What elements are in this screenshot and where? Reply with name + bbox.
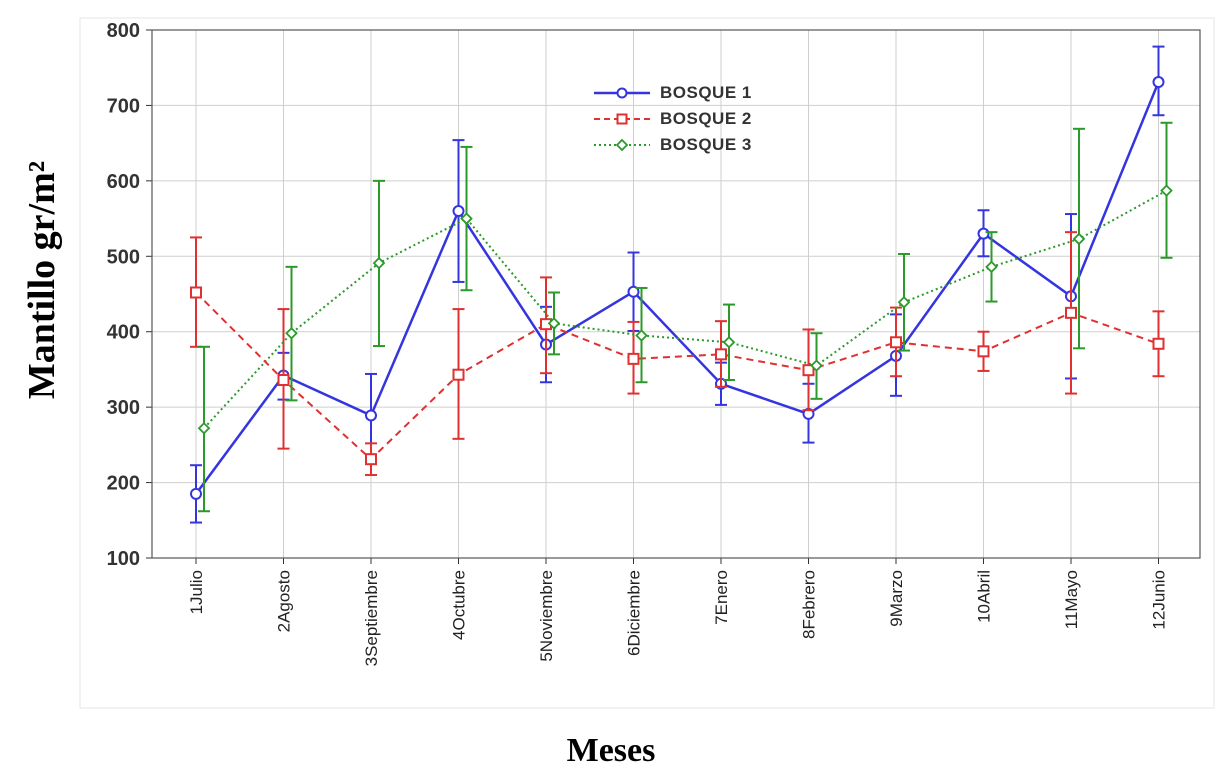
y-tick-label: 500 bbox=[107, 246, 140, 268]
data-point bbox=[1152, 76, 1165, 89]
x-axis-title: Meses bbox=[566, 732, 656, 769]
legend-swatch-bosque-2 bbox=[594, 113, 650, 125]
y-tick-label: 100 bbox=[107, 548, 140, 570]
data-point bbox=[635, 329, 648, 342]
y-tick-label: 600 bbox=[107, 171, 140, 193]
plot-border bbox=[151, 29, 1201, 559]
x-tick-label: 1Julio bbox=[187, 570, 206, 614]
data-point bbox=[190, 286, 202, 299]
data-point bbox=[1160, 184, 1173, 197]
data-point bbox=[802, 364, 815, 377]
legend: BOSQUE 1 BOSQUE 2 BOSQUE 3 bbox=[594, 80, 752, 158]
legend-label-bosque-3: BOSQUE 3 bbox=[660, 135, 752, 154]
legend-item-bosque-3: BOSQUE 3 bbox=[594, 132, 752, 158]
series-line bbox=[195, 291, 1159, 461]
x-tick-label: 10Abril bbox=[975, 570, 994, 623]
legend-label-bosque-1: BOSQUE 1 bbox=[660, 83, 752, 102]
data-point bbox=[372, 256, 386, 270]
y-axis-title: Mantillo gr/m² bbox=[21, 160, 63, 400]
data-point bbox=[547, 317, 561, 330]
data-point bbox=[1152, 337, 1165, 350]
x-tick-label: 9Marzo bbox=[887, 570, 906, 627]
legend-item-bosque-2: BOSQUE 2 bbox=[594, 106, 752, 132]
series-layer bbox=[190, 45, 1173, 524]
y-tick-label: 200 bbox=[107, 473, 140, 495]
data-point bbox=[977, 345, 990, 358]
data-point bbox=[1065, 306, 1077, 319]
data-point bbox=[890, 336, 902, 349]
data-point bbox=[897, 296, 911, 309]
x-tick-label: 5Noviembre bbox=[537, 570, 556, 662]
data-point bbox=[452, 368, 465, 381]
data-point bbox=[627, 285, 640, 298]
data-point bbox=[285, 326, 298, 340]
x-tick-label: 8Febrero bbox=[800, 570, 819, 639]
series-3 bbox=[197, 121, 1173, 513]
data-point bbox=[190, 487, 202, 500]
x-tick-label: 2Agosto bbox=[275, 570, 294, 632]
data-point bbox=[977, 227, 990, 240]
data-point bbox=[722, 336, 736, 349]
x-tick-label: 3Septiembre bbox=[362, 570, 381, 666]
data-point bbox=[460, 212, 473, 225]
outer-frame bbox=[79, 17, 1215, 709]
y-tick-label: 800 bbox=[107, 20, 140, 42]
legend-swatch-bosque-3 bbox=[594, 138, 650, 152]
x-tick-label: 7Enero bbox=[712, 570, 731, 625]
y-tick-label: 700 bbox=[107, 95, 140, 117]
axes: 100 200 300 400 500 600 700 800 1Julio 2Agosto 3Se… bbox=[107, 20, 1201, 666]
data-point bbox=[197, 421, 211, 435]
y-tick-label: 300 bbox=[107, 397, 140, 419]
legend-label-bosque-2: BOSQUE 2 bbox=[660, 109, 752, 128]
data-point bbox=[277, 373, 290, 386]
x-tick-label: 12Junio bbox=[1150, 570, 1169, 630]
data-point bbox=[1072, 232, 1086, 246]
data-point bbox=[985, 260, 998, 274]
series-line bbox=[203, 189, 1167, 429]
x-tick-label: 11Mayo bbox=[1062, 570, 1081, 629]
data-point bbox=[715, 348, 727, 361]
data-point bbox=[627, 352, 640, 365]
data-point bbox=[810, 359, 823, 372]
y-tick-label: 400 bbox=[107, 322, 140, 344]
x-tick-label: 4Octubre bbox=[450, 570, 469, 640]
data-point bbox=[452, 205, 465, 218]
series-2 bbox=[190, 231, 1165, 477]
legend-swatch-bosque-1 bbox=[594, 87, 650, 99]
y-axis-title-container: Mantillo gr/m² bbox=[21, 90, 63, 470]
data-point bbox=[365, 409, 377, 422]
legend-item-bosque-1: BOSQUE 1 bbox=[594, 80, 752, 106]
data-point bbox=[365, 453, 377, 466]
x-tick-label: 6Diciembre bbox=[625, 570, 644, 656]
